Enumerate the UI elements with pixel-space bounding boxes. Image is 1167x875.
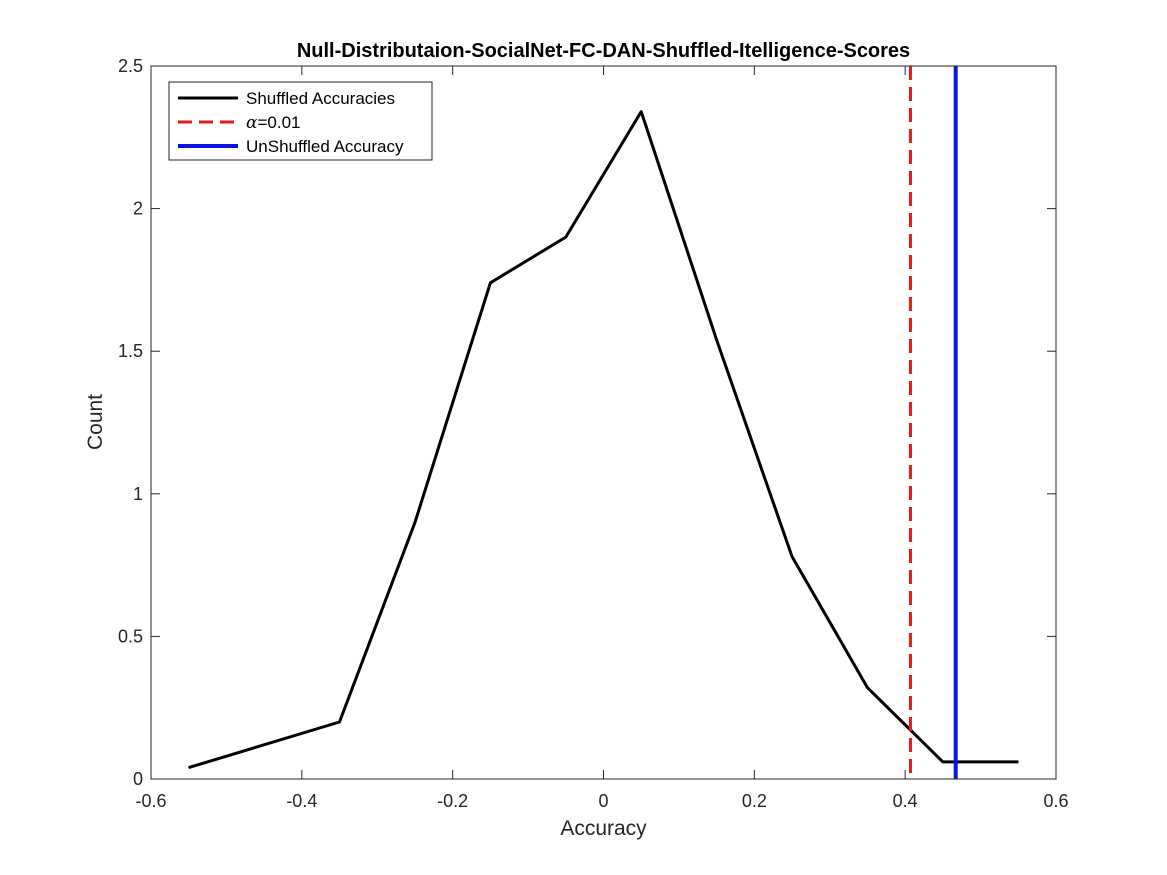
x-tick-label: -0.4 <box>286 791 317 811</box>
x-tick-label: 0 <box>598 791 608 811</box>
legend-label-shuffled: Shuffled Accuracies <box>246 89 395 108</box>
data-point <box>1017 761 1019 763</box>
x-tick-label: -0.6 <box>135 791 166 811</box>
plot-area <box>151 66 1056 779</box>
x-tick-label: 0.4 <box>893 791 918 811</box>
x-tick-label: 0.2 <box>742 791 767 811</box>
data-point <box>188 767 190 769</box>
chart-title: Null-Distributaion-SocialNet-FC-DAN-Shuf… <box>297 40 910 62</box>
data-layer <box>188 66 1019 779</box>
data-point <box>339 721 341 723</box>
y-tick-label: 0.5 <box>118 626 143 646</box>
x-tick-label: 0.6 <box>1043 791 1068 811</box>
y-tick-label: 1 <box>133 484 143 504</box>
data-point <box>791 556 793 558</box>
x-axis-label: Accuracy <box>560 817 647 840</box>
axes-box <box>150 65 1057 780</box>
legend-label-unshuffled: UnShuffled Accuracy <box>246 137 404 156</box>
y-tick-label: 1.5 <box>118 341 143 361</box>
y-tick-label: 0 <box>133 769 143 789</box>
data-point <box>716 339 718 341</box>
y-tick-label: 2 <box>133 199 143 219</box>
data-point <box>489 282 491 284</box>
axis-ticks: -0.6 -0.4 -0.2 0 0.2 0.4 0.6 0 0.5 1 1.5 2 2.5 <box>118 56 1069 811</box>
data-point <box>866 687 868 689</box>
data-point <box>414 521 416 523</box>
y-tick-label: 2.5 <box>118 56 143 76</box>
data-point <box>942 761 944 763</box>
legend-alpha-symbol: α <box>246 113 258 133</box>
legend-label-alpha: α=0.01 <box>246 113 301 133</box>
data-point <box>565 236 567 238</box>
legend: Shuffled Accuracies α=0.01 UnShuffled Ac… <box>168 81 433 161</box>
x-tick-label: -0.2 <box>437 791 468 811</box>
legend-alpha-value: =0.01 <box>257 113 300 132</box>
data-point <box>640 111 642 113</box>
y-axis-label: Count <box>84 394 107 450</box>
